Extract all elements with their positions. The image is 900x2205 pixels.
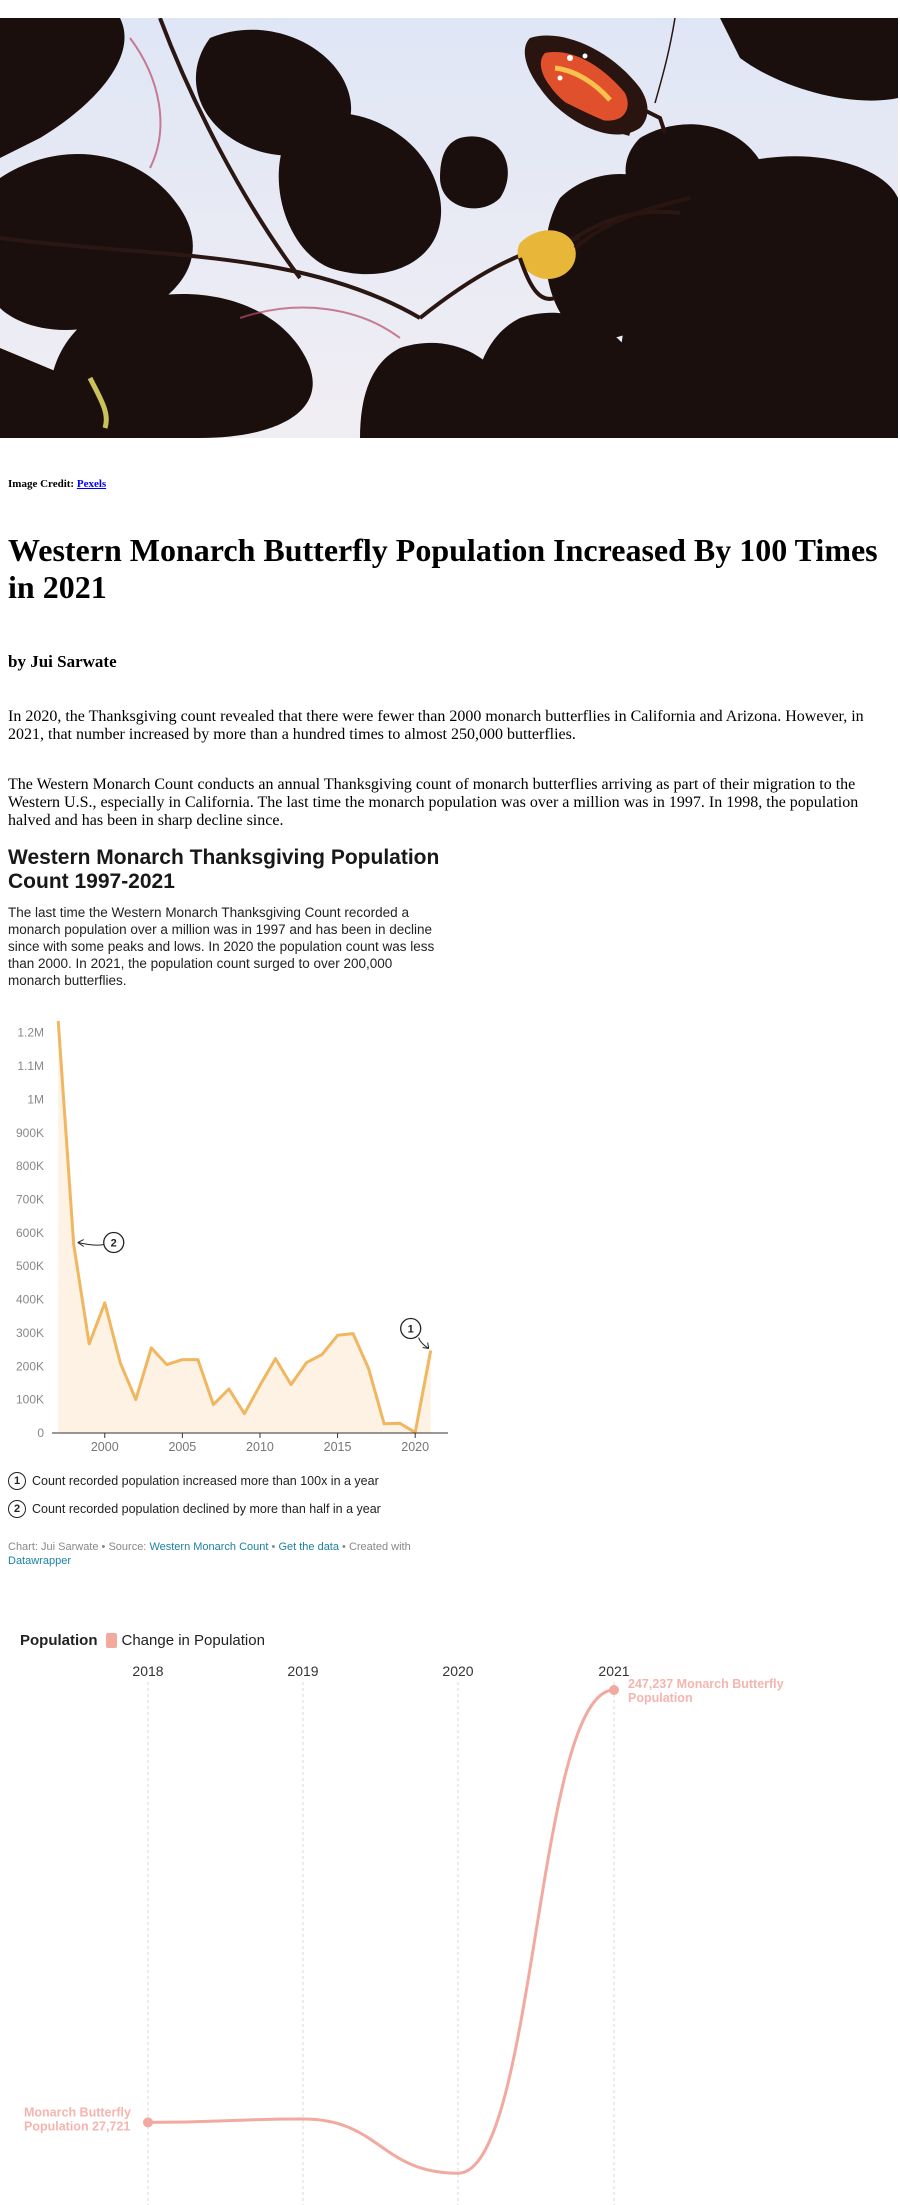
year-label: 2020 (442, 1663, 473, 1679)
x-tick-label: 2000 (91, 1440, 119, 1454)
chart-author: Chart: Jui Sarwate (8, 1541, 99, 1553)
area-fill (58, 1021, 431, 1433)
datawrapper-link[interactable]: Datawrapper (8, 1555, 71, 1567)
flower (87, 196, 691, 429)
note-text-2: Count recorded population declined by mo… (32, 1502, 381, 1516)
note-text-1: Count recorded population increased more… (32, 1474, 379, 1488)
population-area-chart: 0 100K 200K 300K 400K 500K 600K 700K 800K 900K 1M 1… (16, 1020, 448, 1454)
y-tick-label: 700K (16, 1192, 44, 1206)
byline: by Jui Sarwate (8, 652, 117, 671)
annotation-circle (103, 1231, 125, 1254)
annotation-arrow (77, 1242, 104, 1246)
y-tick-label: 400K (16, 1293, 44, 1307)
image-credit: Image Credit: Pexels (8, 478, 106, 490)
y-tick-label: 600K (16, 1226, 44, 1240)
change-line (147, 1688, 615, 2175)
get-data-link[interactable]: Get the data (278, 1541, 339, 1553)
created-with-label: Created with (348, 1541, 411, 1553)
x-tick-label: 2005 (168, 1440, 196, 1454)
butterfly (524, 18, 676, 136)
annotation-circle (400, 1317, 422, 1340)
butterfly-photo (0, 18, 898, 438)
image-credit-label: Image Credit: (8, 478, 75, 490)
end-value-label: Population (628, 1691, 693, 1705)
end-point (609, 1685, 619, 1695)
y-tick-label: 1M (27, 1092, 44, 1106)
y-tick-label: 100K (16, 1393, 44, 1407)
start-point (143, 2117, 153, 2128)
y-tick-label: 500K (16, 1259, 44, 1273)
y-tick-label: 800K (16, 1159, 44, 1173)
intro-paragraph: In 2020, the Thanksgiving count revealed… (8, 708, 864, 743)
pexels-link[interactable]: Pexels (76, 478, 107, 490)
annotation-number: 2 (111, 1238, 117, 1250)
source-link[interactable]: Western Monarch Count (149, 1541, 269, 1553)
population-line (56, 1020, 433, 1434)
change-chart-block: Population Change in Population 2018 2019… (0, 1620, 900, 2205)
end-value-label: 247,237 Monarch Butterfly (628, 1677, 784, 1691)
hero-image (0, 18, 898, 438)
x-tick-label: 2020 (401, 1440, 429, 1454)
y-tick-label: 300K (16, 1326, 44, 1340)
year-label: 2018 (132, 1663, 163, 1679)
start-value-label: Monarch Butterfly (24, 2105, 131, 2119)
year-label: 2019 (287, 1663, 318, 1679)
annotation-arrowhead (77, 1239, 85, 1247)
y-tick-label: 1.2M (17, 1026, 44, 1040)
chart-legend: Population Change in Population (20, 1632, 265, 1649)
chart-title: Western Monarch Thanksgiving Population … (8, 846, 440, 893)
legend-series-name: Change in Population (121, 1632, 265, 1649)
note-number-2: 2 (8, 1500, 26, 1518)
x-tick-label: 2010 (246, 1440, 274, 1454)
annotation-arrow (418, 1337, 429, 1349)
legend-swatch (105, 1633, 117, 1648)
legend-title: Population (20, 1632, 98, 1649)
x-tick-label: 2015 (324, 1440, 352, 1454)
y-tick-label: 200K (16, 1359, 44, 1373)
start-value-label: Population 27,721 (24, 2119, 130, 2133)
population-chart-block: Western Monarch Thanksgiving Population … (8, 846, 448, 1567)
note-number-1: 1 (8, 1472, 26, 1490)
y-tick-label: 1.1M (17, 1059, 44, 1073)
context-paragraph: The Western Monarch Count conducts an an… (8, 776, 859, 829)
chart-description: The last time the Western Monarch Thanks… (8, 905, 435, 988)
chart-note-1: 1 Count recorded population increased mo… (8, 1472, 379, 1490)
source-prefix: Source: (108, 1541, 147, 1553)
annotation-arrowhead (422, 1342, 430, 1350)
annotation-number: 1 (408, 1324, 414, 1336)
chart-source: Chart: Jui Sarwate • Source: Western Mon… (8, 1541, 411, 1567)
article-headline: Western Monarch Butterfly Population Inc… (8, 532, 878, 605)
y-tick-label: 900K (16, 1126, 44, 1140)
chart-note-2: 2 Count recorded population declined by … (8, 1500, 381, 1518)
y-tick-label: 0 (37, 1426, 44, 1440)
year-label: 2021 (598, 1663, 629, 1679)
